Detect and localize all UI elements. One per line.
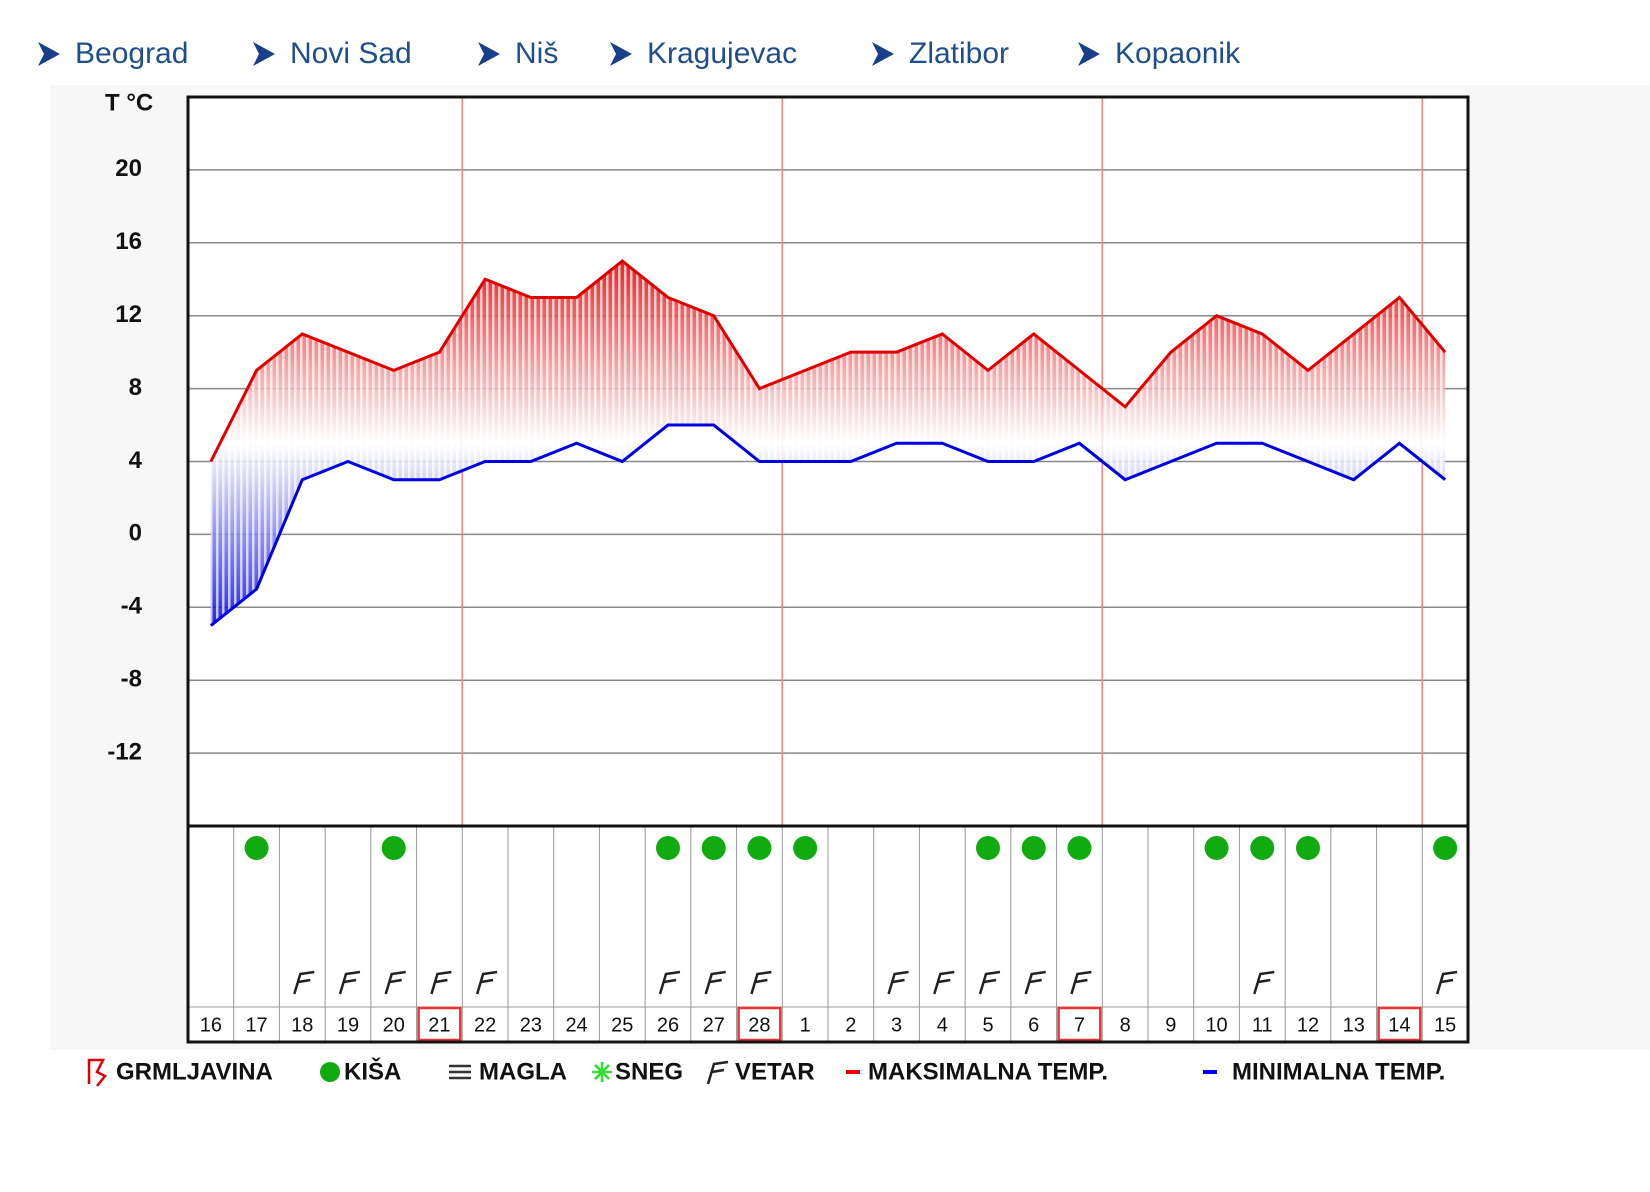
nav-link[interactable]: Kopaonik xyxy=(1115,37,1241,70)
x-tick-label: 11 xyxy=(1252,1014,1273,1036)
legend-icon xyxy=(594,1064,610,1080)
x-tick-label: 26 xyxy=(657,1014,679,1036)
nav-arrow xyxy=(610,42,632,66)
highlight-day xyxy=(417,1006,462,1042)
nav-link[interactable]: Novi Sad xyxy=(290,37,412,70)
x-tick-label: 7 xyxy=(1074,1014,1085,1036)
wind-icon xyxy=(430,970,452,995)
x-tick-label: 6 xyxy=(1028,1014,1039,1036)
legend-label: GRMLJAVINA xyxy=(116,1058,273,1085)
legend-label: MAKSIMALNA TEMP. xyxy=(868,1058,1108,1085)
x-tick-label: 23 xyxy=(520,1014,542,1036)
x-tick-label: 18 xyxy=(291,1014,313,1036)
line-series xyxy=(209,423,1447,627)
wind-icon xyxy=(338,970,361,995)
rain-icon xyxy=(1433,836,1458,860)
highlight-day xyxy=(1057,1006,1102,1042)
wind-icon xyxy=(750,970,772,995)
temperature-range-hatch xyxy=(210,261,1446,626)
highlight-day xyxy=(737,1006,782,1042)
nav-arrow xyxy=(872,42,894,66)
y-tick-label: 12 xyxy=(115,301,142,328)
x-tick-label: 22 xyxy=(474,1014,496,1036)
nav-arrow xyxy=(478,42,500,66)
x-tick-label: 24 xyxy=(565,1014,587,1036)
rain-icon xyxy=(656,836,680,860)
rain-icon xyxy=(1250,836,1275,860)
x-tick-label: 8 xyxy=(1120,1014,1131,1036)
nav-arrow xyxy=(1078,42,1100,66)
legend-label: MINIMALNA TEMP. xyxy=(1232,1058,1445,1085)
legend-label: MAGLA xyxy=(479,1058,567,1085)
wind-icon xyxy=(384,970,406,995)
rain-icon xyxy=(976,836,1000,860)
rain-icon xyxy=(1296,836,1320,860)
legend-label: VETAR xyxy=(735,1058,815,1085)
x-tick-label: 1 xyxy=(800,1014,811,1036)
x-tick-label: 20 xyxy=(383,1014,405,1036)
x-tick-label: 9 xyxy=(1165,1014,1176,1036)
x-tick-label: 13 xyxy=(1343,1014,1365,1036)
legend-icon xyxy=(706,1060,729,1085)
x-tick-label: 16 xyxy=(200,1014,222,1036)
rain-icon xyxy=(701,836,726,860)
rain-icon xyxy=(1204,836,1229,860)
wind-icon xyxy=(704,970,726,995)
wind-icon xyxy=(933,970,955,995)
rain-icon xyxy=(1021,836,1046,860)
x-tick-label: 12 xyxy=(1297,1014,1319,1036)
nav-link[interactable]: Beograd xyxy=(75,37,188,70)
nav-arrow xyxy=(253,42,275,66)
x-tick-label: 10 xyxy=(1205,1014,1227,1036)
rain-icon xyxy=(381,836,406,860)
y-tick-label: -4 xyxy=(121,593,143,620)
wind-icon xyxy=(978,970,1001,995)
y-axis-label: T °C xyxy=(105,89,153,116)
x-tick-label: 21 xyxy=(428,1014,450,1036)
rain-icon xyxy=(1067,836,1092,860)
wind-icon xyxy=(658,970,681,995)
y-tick-label: 0 xyxy=(129,520,142,547)
x-tick-label: 14 xyxy=(1388,1014,1410,1036)
wind-icon xyxy=(1070,970,1092,995)
x-tick-label: 15 xyxy=(1434,1014,1456,1036)
y-tick-label: -12 xyxy=(107,738,142,765)
rain-icon xyxy=(793,836,818,860)
wind-icon xyxy=(1024,970,1046,995)
x-tick-label: 4 xyxy=(937,1014,948,1036)
rain-icon xyxy=(747,836,772,860)
x-tick-label: 25 xyxy=(611,1014,633,1036)
line-series xyxy=(209,259,1447,463)
wind-icon xyxy=(887,970,909,995)
x-tick-label: 27 xyxy=(703,1014,725,1036)
nav-link[interactable]: Kragujevac xyxy=(647,37,797,70)
nav-arrow xyxy=(38,42,60,66)
wind-icon xyxy=(293,970,315,995)
nav-link[interactable]: Niš xyxy=(515,37,558,70)
legend-icon xyxy=(320,1062,340,1082)
x-tick-label: 5 xyxy=(982,1014,993,1036)
y-tick-label: 16 xyxy=(115,228,142,255)
y-tick-label: -8 xyxy=(121,666,142,693)
x-tick-label: 28 xyxy=(748,1014,770,1036)
x-tick-label: 17 xyxy=(245,1014,267,1036)
y-tick-label: 8 xyxy=(129,374,142,401)
nav-link[interactable]: Zlatibor xyxy=(909,37,1009,70)
x-tick-label: 19 xyxy=(337,1014,359,1036)
legend-label: KIŠA xyxy=(344,1057,401,1085)
legend-label: SNEG xyxy=(615,1058,683,1085)
panel-frame xyxy=(186,824,1470,1044)
wind-icon xyxy=(1435,970,1458,995)
wind-icon xyxy=(475,970,498,995)
x-tick-label: 2 xyxy=(845,1014,856,1036)
highlight-day xyxy=(1377,1006,1422,1042)
x-tick-label: 3 xyxy=(891,1014,902,1036)
y-tick-label: 4 xyxy=(129,447,143,474)
legend-icon xyxy=(87,1058,107,1087)
y-tick-label: 20 xyxy=(115,155,142,182)
wind-icon xyxy=(1253,970,1275,995)
rain-icon xyxy=(244,836,269,860)
